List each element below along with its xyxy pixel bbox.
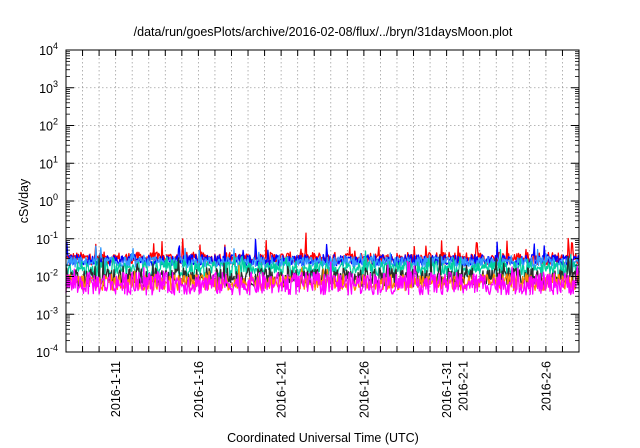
x-tick-label: 2016-2-6 xyxy=(539,361,553,411)
y-tick-base: 10 xyxy=(39,157,53,171)
y-tick-label: 101 xyxy=(39,154,58,171)
y-tick-exponent: -1 xyxy=(50,230,58,240)
y-tick-base: 10 xyxy=(36,308,50,322)
y-tick-exponent: -4 xyxy=(50,343,58,353)
y-tick-base: 10 xyxy=(39,120,53,134)
x-axis-label: Coordinated Universal Time (UTC) xyxy=(227,431,419,445)
x-tick-label: 2016-1-31 xyxy=(440,361,454,418)
y-tick-label: 102 xyxy=(39,117,58,134)
x-tick-labels: 2016-1-11 2016-1-16 2016-1-21 2016-1-26 2016… xyxy=(109,361,553,418)
y-tick-base: 10 xyxy=(36,346,50,360)
y-tick-exponent: 0 xyxy=(53,192,58,202)
y-tick-label: 104 xyxy=(39,41,58,58)
x-tick-label: 2016-2-1 xyxy=(457,361,471,411)
y-tick-label: 10-2 xyxy=(36,268,58,285)
x-tick-label: 2016-1-16 xyxy=(192,361,206,418)
x-tick-label: 2016-1-26 xyxy=(357,361,371,418)
x-tick-label: 2016-1-21 xyxy=(275,361,289,418)
y-tick-label: 100 xyxy=(39,192,58,209)
x-tick-label: 2016-1-11 xyxy=(109,361,123,417)
y-tick-exponent: -2 xyxy=(50,268,58,278)
series-line xyxy=(65,249,580,277)
y-tick-base: 10 xyxy=(39,195,53,209)
y-tick-exponent: 1 xyxy=(53,154,58,164)
y-tick-exponent: 2 xyxy=(53,117,58,127)
y-tick-base: 10 xyxy=(39,44,53,58)
y-tick-label: 10-3 xyxy=(36,305,58,322)
axis-ticks xyxy=(66,49,579,353)
chart-title: /data/run/goesPlots/archive/2016-02-08/f… xyxy=(134,25,513,39)
series-lines xyxy=(65,232,580,296)
y-tick-exponent: 3 xyxy=(53,79,58,89)
y-tick-exponent: -3 xyxy=(50,305,58,315)
y-tick-base: 10 xyxy=(36,233,50,247)
y-tick-label: 10-1 xyxy=(36,230,58,247)
y-tick-label: 103 xyxy=(39,79,58,96)
y-tick-exponent: 4 xyxy=(53,41,58,51)
series-line xyxy=(65,260,580,296)
y-tick-label: 10-4 xyxy=(36,343,58,360)
y-tick-base: 10 xyxy=(39,82,53,96)
y-axis-label: cSv/day xyxy=(17,178,31,223)
y-tick-base: 10 xyxy=(36,271,50,285)
